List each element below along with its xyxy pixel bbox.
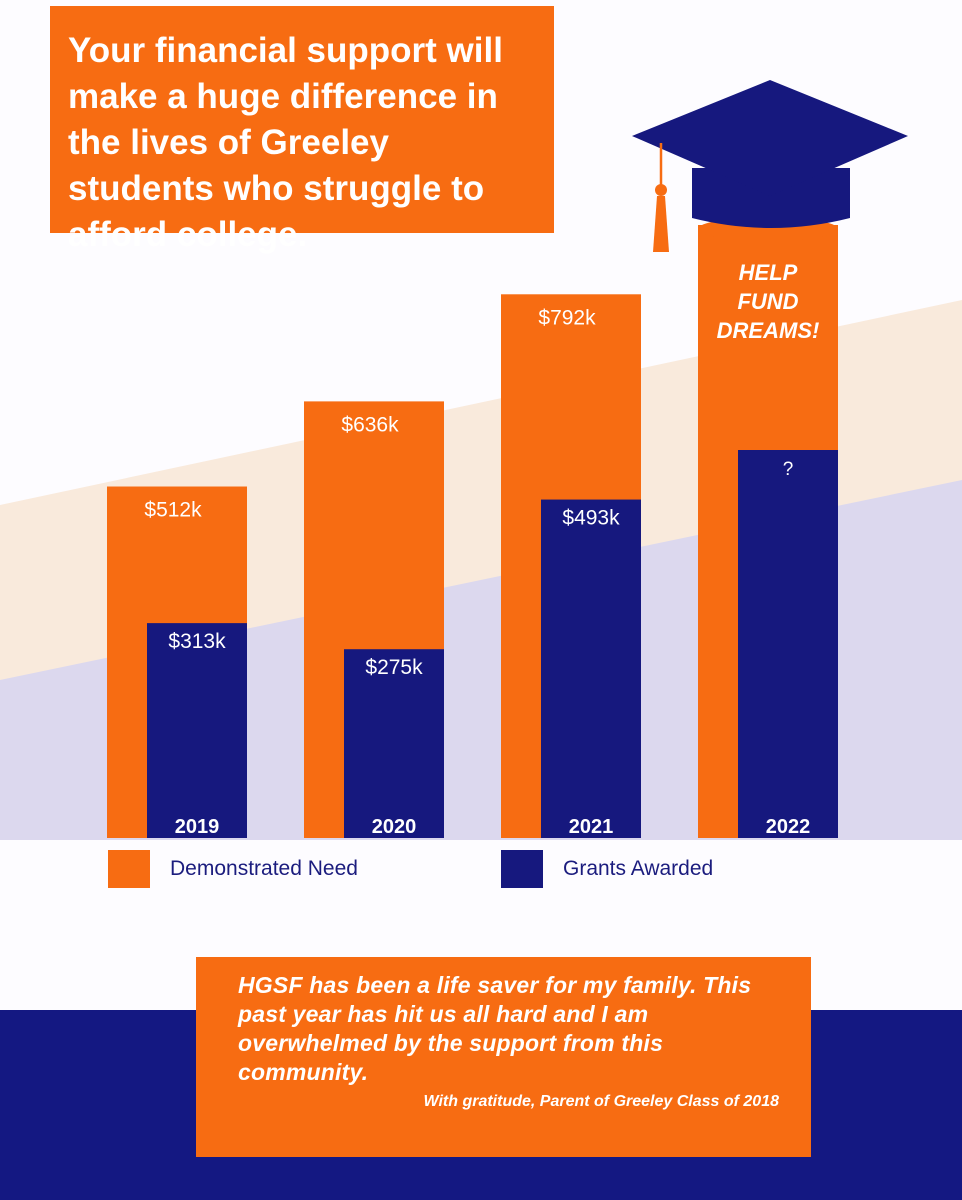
grant-bar-2020 [344,649,444,838]
grant-label-2021: $493k [562,507,620,530]
cap-base [692,168,850,228]
grant-bar-2021 [541,499,641,838]
legend-item-grants-awarded: Grants Awarded [501,850,713,888]
need-label-2021: $792k [538,306,596,329]
category-label-2022: 2022 [766,816,811,838]
legend-label-grants-awarded: Grants Awarded [563,857,714,880]
category-label-2019: 2019 [175,816,220,838]
legend-swatch-demonstrated-need [108,850,150,888]
need-label-2019: $512k [144,499,202,522]
callout-line-3: DREAMS! [717,318,820,343]
grant-label-2020: $275k [365,656,423,679]
graduation-cap-icon [632,80,908,252]
grant-label-2019: $313k [168,630,226,653]
grant-label-2022: ? [783,459,794,480]
tassel-knot [655,184,667,196]
testimonial-text: HGSF has been a life saver for my family… [238,972,752,1085]
legend-item-demonstrated-need: Demonstrated Need [108,850,358,888]
testimonial-attribution: With gratitude, Parent of Greeley Class … [423,1093,779,1110]
callout-line-2: FUND [737,289,798,314]
callout-line-1: HELP [739,260,798,285]
tassel [653,196,669,252]
legend-label-demonstrated-need: Demonstrated Need [170,857,358,880]
grant-bar-2022 [738,450,838,838]
category-label-2020: 2020 [372,816,417,838]
headline: Your financial support will make a huge … [68,31,503,254]
category-label-2021: 2021 [569,816,614,838]
testimonial-box: HGSF has been a life saver for my family… [196,957,811,1157]
grant-bar-2019 [147,623,247,838]
headline-box: Your financial support will make a huge … [50,6,554,254]
need-label-2020: $636k [341,413,399,436]
bar-chart: $512k $313k 2019 $636k $275k 2020 $792k $493k 20… [107,80,908,838]
cap-board [632,80,908,196]
legend-swatch-grants-awarded [501,850,543,888]
